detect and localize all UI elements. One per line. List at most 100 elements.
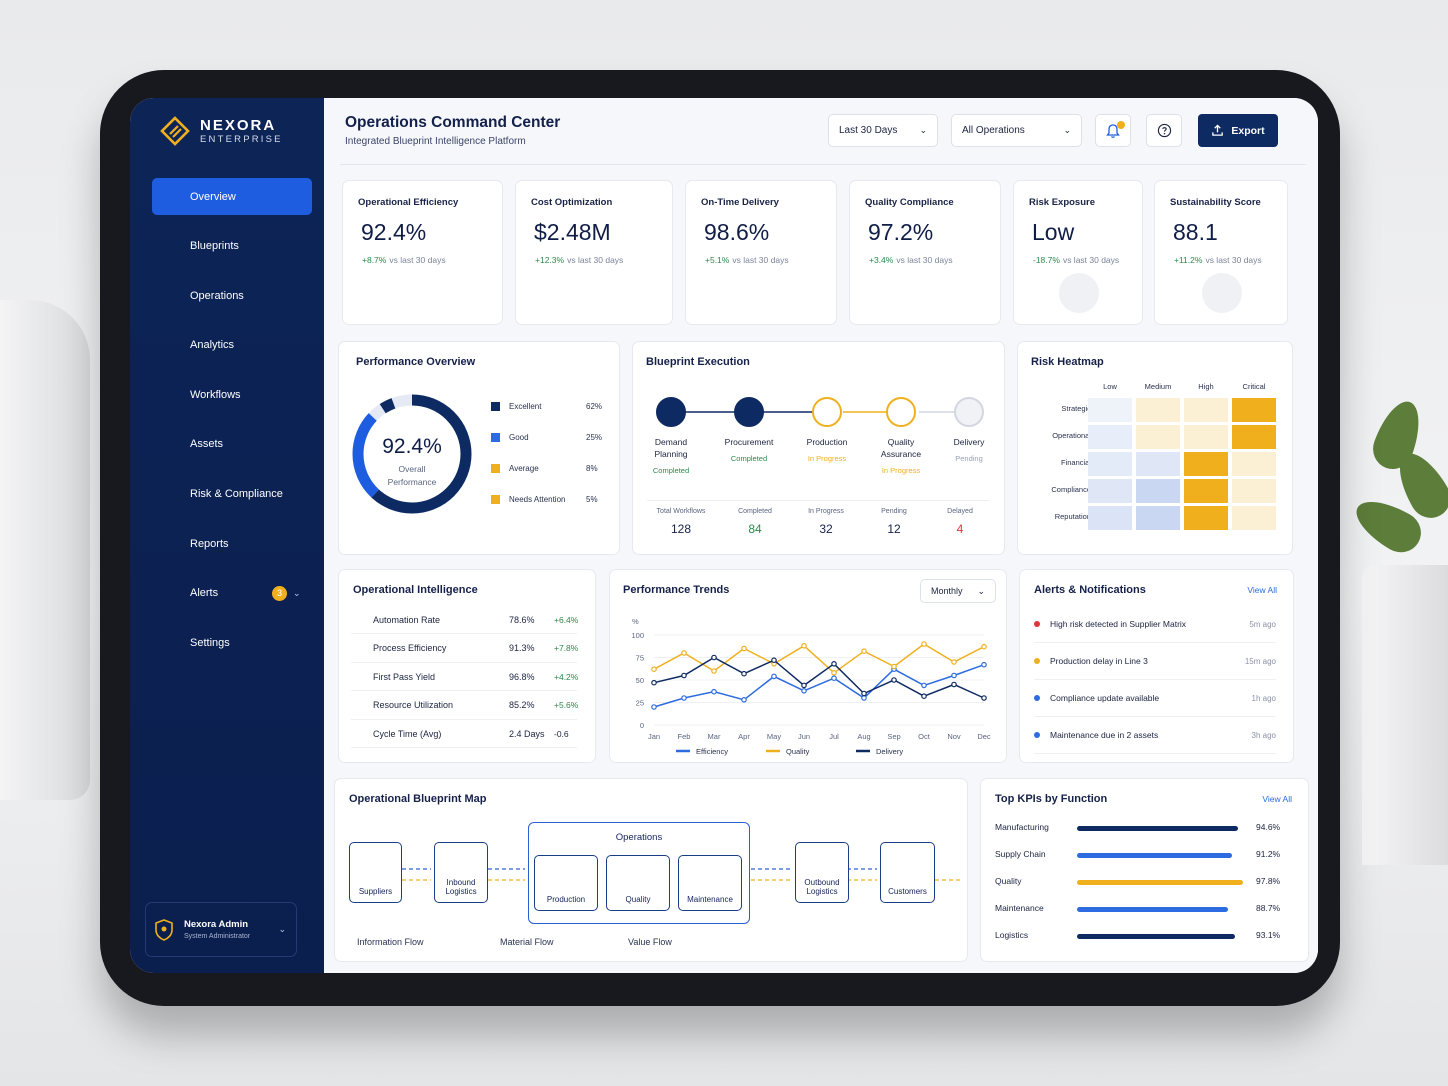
alert-item[interactable]: Maintenance due in 2 assets 3h ago [1034, 717, 1276, 754]
heatmap-cell[interactable] [1232, 398, 1276, 422]
alert-severity-dot [1034, 732, 1040, 738]
kpi-delta-value: +8.7% [362, 255, 387, 265]
sidebar-item-label: Analytics [190, 339, 235, 352]
topkpis-view-all-link[interactable]: View All [1262, 794, 1292, 804]
card-title: Performance Trends [623, 584, 730, 596]
main-content: Operations Command Center Integrated Blu… [324, 98, 1318, 973]
heatmap-cell[interactable] [1184, 506, 1228, 530]
map-legend-label: Information Flow [357, 937, 424, 947]
help-button[interactable] [1146, 114, 1182, 147]
step-status-circle [812, 397, 842, 427]
heatmap-cell[interactable] [1088, 479, 1132, 503]
heatmap-cell[interactable] [1136, 479, 1180, 503]
map-node-label: Maintenance [687, 895, 733, 904]
heatmap-cell[interactable] [1184, 398, 1228, 422]
map-node-suppliers[interactable]: Suppliers [349, 842, 402, 903]
sidebar-item-alerts[interactable]: Alerts 3 ⌄ [152, 575, 312, 612]
sidebar-item-workflows[interactable]: Workflows [152, 376, 312, 413]
legend-swatch [491, 464, 500, 473]
map-node-quality[interactable]: Quality [606, 855, 670, 911]
intel-delta: +5.6% [554, 700, 579, 710]
blueprint-step[interactable]: Production In Progress [787, 397, 867, 463]
donut-center-label: Overall [398, 464, 426, 474]
sidebar-item-risk-compliance[interactable]: Risk & Compliance [152, 476, 312, 513]
date-range-select[interactable]: Last 30 Days ⌄ [828, 114, 938, 147]
heatmap-cell[interactable] [1184, 479, 1228, 503]
sidebar-item-assets[interactable]: Assets [152, 426, 312, 463]
sidebar-item-reports[interactable]: Reports [152, 525, 312, 562]
heatmap-cell[interactable] [1136, 425, 1180, 449]
intel-row: Automation Rate 78.6% +6.4% [351, 606, 578, 634]
heatmap-cell[interactable] [1136, 398, 1180, 422]
heatmap-cell[interactable] [1088, 506, 1132, 530]
user-card[interactable]: Nexora Admin System Administrator ⌄ [145, 902, 297, 957]
heatmap-cell[interactable] [1136, 452, 1180, 476]
legend-swatch [491, 433, 500, 442]
heatmap-cell[interactable] [1184, 425, 1228, 449]
step-status: In Progress [881, 466, 921, 475]
heatmap-cell[interactable] [1232, 452, 1276, 476]
sidebar-item-analytics[interactable]: Analytics [152, 327, 312, 364]
blueprint-stat: Total Workflows 128 [651, 508, 711, 536]
alert-item[interactable]: Compliance update available 1h ago [1034, 680, 1276, 717]
chevron-down-icon: ⌄ [1063, 125, 1071, 135]
blueprint-step[interactable]: Quality Assurance In Progress [861, 397, 941, 475]
notifications-button[interactable] [1095, 114, 1131, 147]
heatmap-cell[interactable] [1184, 452, 1228, 476]
sidebar-item-settings[interactable]: Settings [152, 624, 312, 661]
legend-label: Quality [786, 747, 810, 756]
blueprint-step[interactable]: Delivery Pending [929, 397, 1009, 463]
kpi-progress-track [1077, 826, 1247, 831]
alert-item[interactable]: Production delay in Line 3 15m ago [1034, 643, 1276, 680]
sidebar-item-blueprints[interactable]: Blueprints [152, 228, 312, 265]
period-select[interactable]: Monthly ⌄ [920, 579, 996, 603]
blueprint-stat: Pending 12 [864, 508, 924, 536]
heatmap-cell[interactable] [1136, 506, 1180, 530]
user-name: Nexora Admin [184, 919, 249, 930]
kpi-delta-suffix: vs last 30 days [389, 255, 446, 265]
heatmap-cell[interactable] [1088, 452, 1132, 476]
map-node-customers[interactable]: Customers [880, 842, 935, 903]
kpi-label: Risk Exposure [1029, 197, 1095, 208]
legend-label: Delivery [876, 747, 903, 756]
map-node-outbound-logistics[interactable]: Outbound Logistics [795, 842, 849, 903]
map-node-maintenance[interactable]: Maintenance [678, 855, 742, 911]
analytics-icon [162, 336, 180, 354]
scope-select[interactable]: All Operations ⌄ [951, 114, 1082, 147]
data-point [891, 663, 897, 670]
alerts-view-all-link[interactable]: View All [1247, 585, 1277, 595]
heatmap-cell[interactable] [1232, 506, 1276, 530]
kpi-delta: +5.1% vs last 30 days [705, 255, 789, 265]
heatmap-cell[interactable] [1088, 425, 1132, 449]
data-point [861, 690, 867, 697]
x-tick-label: Feb [678, 732, 691, 741]
sidebar-item-operations[interactable]: Operations [152, 277, 312, 314]
upload-icon [1212, 124, 1224, 136]
alert-item[interactable]: High risk detected in Supplier Matrix 5m … [1034, 606, 1276, 643]
intel-value: 78.6% [509, 614, 535, 625]
step-name: Demand Planning [654, 437, 688, 459]
heatmap-cell[interactable] [1232, 479, 1276, 503]
performance-overview-card: Performance Overview 92.4% Overall Perfo… [338, 341, 620, 555]
stat-label: Completed [738, 508, 772, 515]
blueprint-step[interactable]: Procurement Completed [709, 397, 789, 463]
sidebar-item-overview[interactable]: Overview [152, 178, 312, 215]
legend-pct: 8% [586, 464, 598, 473]
map-node-inbound-logistics[interactable]: Inbound Logistics [434, 842, 488, 903]
card-title: Operational Intelligence [353, 584, 478, 596]
step-status: Pending [955, 454, 983, 463]
map-node-production[interactable]: Production [534, 855, 598, 911]
kpi-progress-track [1077, 934, 1247, 939]
kpi-value: 98.6% [704, 219, 770, 245]
heatmap-cell[interactable] [1088, 398, 1132, 422]
donut-center-value: 92.4% [382, 435, 442, 458]
heatmap-cell[interactable] [1232, 425, 1276, 449]
kpi-function-row: Manufacturing 94.6% [995, 822, 1285, 836]
export-button[interactable]: Export [1198, 114, 1278, 147]
chevron-down-icon: ⌄ [919, 125, 927, 135]
blueprint-icon [162, 237, 180, 255]
page-subtitle: Integrated Blueprint Intelligence Platfo… [345, 136, 526, 147]
step-status-circle [656, 397, 686, 427]
blueprint-step[interactable]: Demand Planning Completed [631, 397, 711, 475]
operations-icon [162, 287, 180, 305]
